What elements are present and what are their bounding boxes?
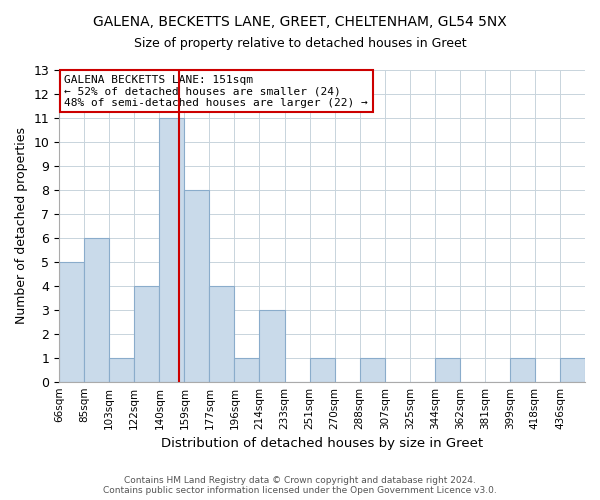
Text: Contains HM Land Registry data © Crown copyright and database right 2024.
Contai: Contains HM Land Registry data © Crown c… bbox=[103, 476, 497, 495]
Bar bbox=[259, 310, 284, 382]
Bar bbox=[184, 190, 209, 382]
Text: GALENA, BECKETTS LANE, GREET, CHELTENHAM, GL54 5NX: GALENA, BECKETTS LANE, GREET, CHELTENHAM… bbox=[93, 15, 507, 29]
Bar bbox=[84, 238, 109, 382]
Bar bbox=[435, 358, 460, 382]
Bar bbox=[109, 358, 134, 382]
Bar bbox=[160, 118, 184, 382]
Bar bbox=[560, 358, 585, 382]
Text: GALENA BECKETTS LANE: 151sqm
← 52% of detached houses are smaller (24)
48% of se: GALENA BECKETTS LANE: 151sqm ← 52% of de… bbox=[64, 74, 368, 108]
Bar bbox=[359, 358, 385, 382]
Bar bbox=[310, 358, 335, 382]
X-axis label: Distribution of detached houses by size in Greet: Distribution of detached houses by size … bbox=[161, 437, 483, 450]
Bar bbox=[510, 358, 535, 382]
Bar bbox=[235, 358, 259, 382]
Bar bbox=[59, 262, 84, 382]
Text: Size of property relative to detached houses in Greet: Size of property relative to detached ho… bbox=[134, 38, 466, 51]
Bar bbox=[209, 286, 235, 382]
Y-axis label: Number of detached properties: Number of detached properties bbox=[15, 128, 28, 324]
Bar bbox=[134, 286, 160, 382]
